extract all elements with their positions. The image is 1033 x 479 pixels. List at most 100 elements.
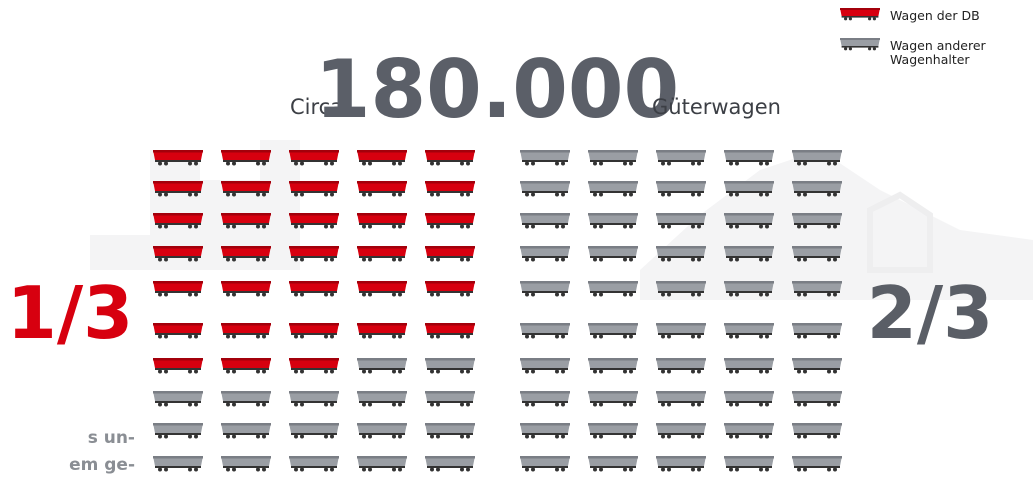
wagon-top (656, 150, 706, 153)
wagon-icon (588, 423, 638, 439)
wagon-wheel (330, 224, 334, 229)
wagon-wheel (158, 334, 162, 339)
wagon-wheel (555, 434, 559, 439)
wagon-wheel (256, 161, 260, 166)
wagon-wheel (759, 402, 763, 407)
wagon-frame (794, 368, 840, 370)
wagon-wheel (256, 224, 260, 229)
wagon-top (425, 358, 475, 361)
wagon-wheel (324, 334, 328, 339)
wagon-wheel (803, 292, 807, 297)
wagon-wheel (430, 257, 434, 262)
wagon-frame (522, 466, 568, 468)
wagon-wheel (525, 402, 529, 407)
wagon-top (656, 358, 706, 361)
wagon-frame (427, 466, 473, 468)
wagon-wheel (872, 47, 876, 51)
wagon-frame (658, 223, 704, 225)
wagon-wheel (833, 334, 837, 339)
wagon-wheel (430, 192, 434, 197)
wagon-wheel (735, 369, 739, 374)
wagon-wheel (827, 192, 831, 197)
wagon-wheel (188, 434, 192, 439)
wagon-top (153, 456, 203, 459)
wagon-icon (425, 391, 475, 407)
wagon-icon (221, 181, 271, 197)
wagon-wheel (430, 161, 434, 166)
wagon-wheel (697, 467, 701, 472)
wagon-top (656, 456, 706, 459)
wagon-icon (520, 213, 570, 229)
wagon-wheel (525, 369, 529, 374)
wagon-wheel (844, 17, 848, 21)
wagon-wheel (729, 161, 733, 166)
wagon-icon (289, 456, 339, 472)
wagon-wheel (466, 292, 470, 297)
wagon-wheel (330, 292, 334, 297)
wagon-wheel (188, 402, 192, 407)
wagon-wheel (466, 369, 470, 374)
wagon-wheel (460, 402, 464, 407)
wagon-icon (588, 181, 638, 197)
wagon-wheel (661, 434, 665, 439)
wagon-top (357, 181, 407, 184)
wagon-frame (359, 256, 405, 258)
wagon-wheel (833, 292, 837, 297)
wagon-icon (792, 456, 842, 472)
wagon-frame (522, 256, 568, 258)
wagon-icon (588, 150, 638, 166)
wagon-wheel (460, 224, 464, 229)
wagon-wheel (436, 292, 440, 297)
wagon-icon (588, 246, 638, 262)
wagon-icon (520, 281, 570, 297)
wagon-wheel (430, 334, 434, 339)
wagon-wheel (827, 224, 831, 229)
wagon-wheel (294, 192, 298, 197)
wagon-wheel (466, 161, 470, 166)
wagon-wheel (697, 257, 701, 262)
wagon-wheel (398, 369, 402, 374)
wagon-top (520, 391, 570, 394)
wagon-wheel (661, 369, 665, 374)
wagon-wheel (872, 17, 876, 21)
wagon-icon (425, 281, 475, 297)
wagon-frame (726, 333, 772, 335)
wagon-wheel (324, 192, 328, 197)
wagon-wheel (833, 402, 837, 407)
wagon-frame (223, 191, 269, 193)
wagon-wheel (623, 224, 627, 229)
wagon-wheel (697, 402, 701, 407)
wagon-top (724, 391, 774, 394)
wagon-wheel (164, 434, 168, 439)
wagon-top (425, 213, 475, 216)
wagon-top (520, 213, 570, 216)
wagon-top (724, 456, 774, 459)
wagon-wheel (226, 369, 230, 374)
wagon-wheel (194, 334, 198, 339)
wagon-icon (724, 358, 774, 374)
wagon-top (520, 456, 570, 459)
wagon-top (656, 423, 706, 426)
wagon-wheel (232, 402, 236, 407)
wagon-icon (656, 213, 706, 229)
wagon-wheel (300, 369, 304, 374)
wagon-wheel (398, 402, 402, 407)
wagon-frame (359, 401, 405, 403)
wagon-icon (289, 213, 339, 229)
wagon-frame (658, 256, 704, 258)
wagon-wheel (164, 467, 168, 472)
wagon-wheel (164, 257, 168, 262)
wagon-wheel (765, 369, 769, 374)
wagon-wheel (368, 192, 372, 197)
wagon-wheel (561, 257, 565, 262)
wagon-frame (726, 466, 772, 468)
wagon-wheel (803, 467, 807, 472)
wagon-icon (221, 213, 271, 229)
wagon-top (588, 391, 638, 394)
wagon-icon (724, 181, 774, 197)
wagon-frame (522, 291, 568, 293)
wagon-wheel (300, 402, 304, 407)
wagon-icon (724, 456, 774, 472)
wagon-wheel (593, 161, 597, 166)
wagon-top (357, 323, 407, 326)
